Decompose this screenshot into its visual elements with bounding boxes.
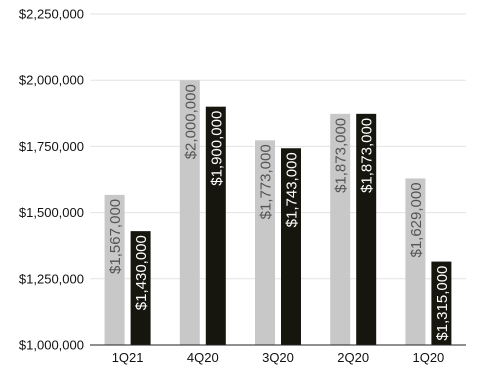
y-tick-label: $1,500,000	[19, 205, 84, 220]
x-category-label: 2Q20	[337, 350, 369, 365]
bar-value-label: $1,315,000	[434, 266, 451, 341]
bar-series-1-1q20	[405, 178, 426, 345]
y-tick-label: $2,000,000	[19, 73, 84, 88]
y-tick-label: $1,250,000	[19, 271, 84, 286]
bar-series-1-3q20	[255, 140, 275, 345]
x-category-label: 1Q21	[112, 350, 144, 365]
bars: $1,567,000 $1,430,000 $2,000,000 $1,900,000…	[104, 80, 452, 346]
bar-series-2-4q20	[205, 106, 226, 346]
bar-value-label: $1,629,000	[408, 182, 425, 257]
bar-value-label: $2,000,000	[182, 84, 199, 159]
x-category-label: 1Q20	[412, 350, 444, 365]
y-tick-label: $2,250,000	[19, 7, 84, 22]
bar-value-label: $1,873,000	[333, 118, 350, 193]
gridlines	[90, 13, 466, 280]
x-axis: 1Q21 4Q20 3Q20 2Q20 1Q20	[90, 344, 466, 365]
bar-value-label: $1,873,000	[359, 118, 376, 193]
bar-series-1-2q20	[330, 113, 351, 346]
x-category-label: 4Q20	[187, 350, 219, 365]
bar-series-2-1q21	[130, 231, 151, 345]
bar-value-label: $1,430,000	[133, 235, 150, 310]
bar-value-label: $1,900,000	[208, 111, 225, 186]
bar-value-label: $1,773,000	[258, 144, 275, 219]
bar-series-2-3q20	[281, 148, 301, 345]
bar-series-1-4q20	[179, 80, 200, 345]
x-category-label: 3Q20	[262, 350, 294, 365]
y-tick-label: $1,750,000	[19, 139, 84, 154]
bar-series-2-1q20	[431, 261, 452, 345]
bar-series-1-1q21	[104, 194, 125, 345]
bar-series-2-2q20	[356, 113, 377, 346]
bar-value-label: $1,567,000	[107, 199, 124, 274]
y-tick-label: $1,000,000	[19, 338, 84, 353]
y-axis-tick-labels: $1,000,000 $1,250,000 $1,500,000 $1,750,000…	[19, 7, 84, 353]
bar-value-label: $1,743,000	[284, 152, 301, 227]
